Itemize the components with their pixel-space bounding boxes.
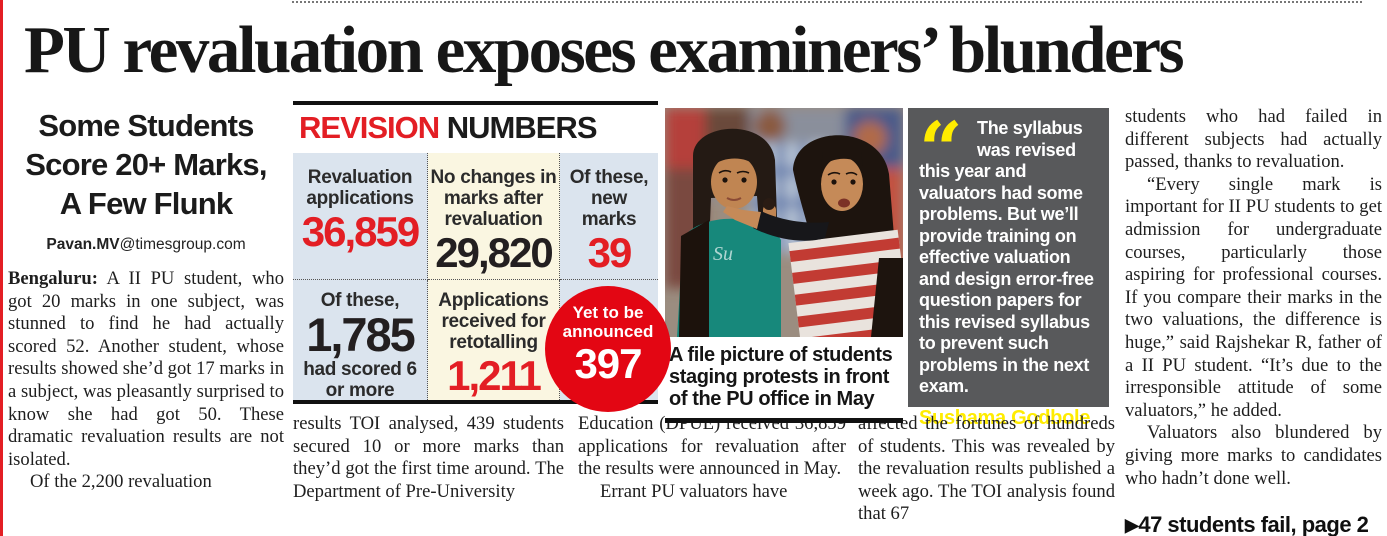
arrow-icon: ▶	[1125, 515, 1139, 536]
quote-text: The syllabus was revised this year and v…	[919, 118, 1094, 396]
stat-cell-retotalling: Applications received for retotalling 1,…	[428, 280, 560, 400]
pointing-hand	[723, 206, 761, 229]
deck-line: A Few Flunk	[59, 186, 233, 221]
revision-numbers-box: REVISION NUMBERS Revaluation application…	[293, 101, 658, 404]
protest-photo-illustration: Su	[665, 108, 903, 337]
stat-label: No changes in marks after revaluation	[430, 167, 557, 230]
body-paragraph: Bengaluru: A II PU student, who got 20 m…	[8, 268, 284, 471]
shirt-text: Su	[713, 243, 733, 265]
stat-label: Revaluation applications	[306, 167, 414, 209]
continuation-column-3: affected the fortunes of hundreds of stu…	[858, 413, 1115, 526]
body-paragraph: affected the fortunes of hundreds of stu…	[858, 413, 1115, 525]
body-paragraph: Of the 2,200 revaluation	[30, 471, 212, 493]
badge-label: Yet to be	[572, 303, 644, 322]
news-photo-block: Su	[665, 108, 903, 423]
photo-caption: A file picture of students staging prote…	[669, 344, 893, 410]
quote-attribution: Sushama Godbole | DIRECTOR, DPUE	[919, 407, 1100, 469]
title-rest: NUMBERS	[439, 110, 598, 145]
body-paragraph: results TOI analysed, 439 students secur…	[293, 413, 564, 502]
stat-label: Applications received for retotalling	[438, 290, 549, 353]
quote-icon: “	[919, 118, 977, 158]
news-photo: Su	[665, 108, 903, 337]
box-top-rule	[293, 101, 658, 105]
deck-line: Score 20+ Marks,	[25, 147, 267, 182]
right-column: students who had failed in different sub…	[1125, 106, 1382, 536]
body-paragraph: students who had failed in different sub…	[1125, 106, 1382, 173]
student-right	[723, 135, 903, 337]
stat-value: 1,785	[306, 308, 416, 361]
body-paragraph: Education (DPUE) received 36,859 applica…	[578, 413, 846, 480]
student-left: Su	[677, 128, 781, 337]
stat-cell-no-changes: No changes in marks after revaluation 29…	[428, 153, 560, 280]
lead-body-text: Bengaluru: A II PU student, who got 20 m…	[8, 268, 284, 494]
title-accent: REVISION	[299, 110, 440, 145]
continuation-column-1: results TOI analysed, 439 students secur…	[293, 413, 564, 503]
body-paragraph: “Every single mark is important for II P…	[1125, 173, 1382, 421]
paragraph-text: A II PU student, who got 20 marks in one…	[8, 268, 284, 470]
headline: PU revaluation exposes examiners’ blunde…	[24, 13, 1185, 87]
deck-headline: Some Students Score 20+ Marks, A Few Flu…	[8, 106, 284, 223]
byline: Pavan.MV@timesgroup.com	[8, 236, 284, 254]
byline-domain: @timesgroup.com	[119, 236, 246, 253]
left-margin-rule	[0, 0, 3, 536]
attribution-separator: |	[919, 429, 925, 452]
stat-cell-new-marks: Of these, new marks 39	[560, 153, 658, 280]
stat-label: Of these,	[320, 290, 400, 311]
badge-value: 397	[574, 340, 642, 387]
pull-quote-box: “ The syllabus was revised this year and…	[908, 108, 1109, 469]
stat-cell-revaluation-applications: Revaluation applications 36,859	[293, 153, 428, 280]
stat-value: 36,859	[301, 208, 420, 255]
box-bottom-rule	[293, 400, 658, 404]
byline-name: Pavan.MV	[46, 236, 120, 253]
top-dotted-rule	[292, 1, 1362, 3]
pointing-arm	[753, 210, 829, 241]
stat-cell-scored-6-or-more: Of these, 1,785 had scored 6 or more	[293, 280, 428, 401]
continuation-column-2: Education (DPUE) received 36,859 applica…	[578, 413, 846, 503]
quote-attribution-title: DIRECTOR, DPUE	[919, 454, 1029, 469]
yet-to-be-announced-badge: Yet to be announced 397	[545, 286, 671, 412]
deck-line: Some Students	[38, 108, 254, 143]
left-column: Some Students Score 20+ Marks, A Few Flu…	[8, 106, 284, 494]
body-paragraph: Valuators also blundered by giving more …	[1125, 422, 1382, 489]
stat-label: had scored 6 or more	[303, 359, 417, 401]
quote-attribution-name: Sushama Godbole	[919, 406, 1091, 429]
related-story-link: ▶47 students fail, page 2	[1125, 512, 1382, 536]
stat-value: 39	[587, 229, 633, 276]
stat-label: Of these, new marks	[569, 167, 649, 230]
stat-value: 1,211	[447, 352, 542, 399]
stat-value: 29,820	[435, 229, 553, 276]
body-paragraph: Errant PU valuators have	[600, 480, 788, 502]
related-story-text: 47 students fail, page 2	[1138, 512, 1369, 536]
revision-numbers-title: REVISION NUMBERS	[299, 110, 598, 146]
dateline: Bengaluru:	[8, 268, 98, 289]
badge-label: announced	[562, 322, 654, 341]
